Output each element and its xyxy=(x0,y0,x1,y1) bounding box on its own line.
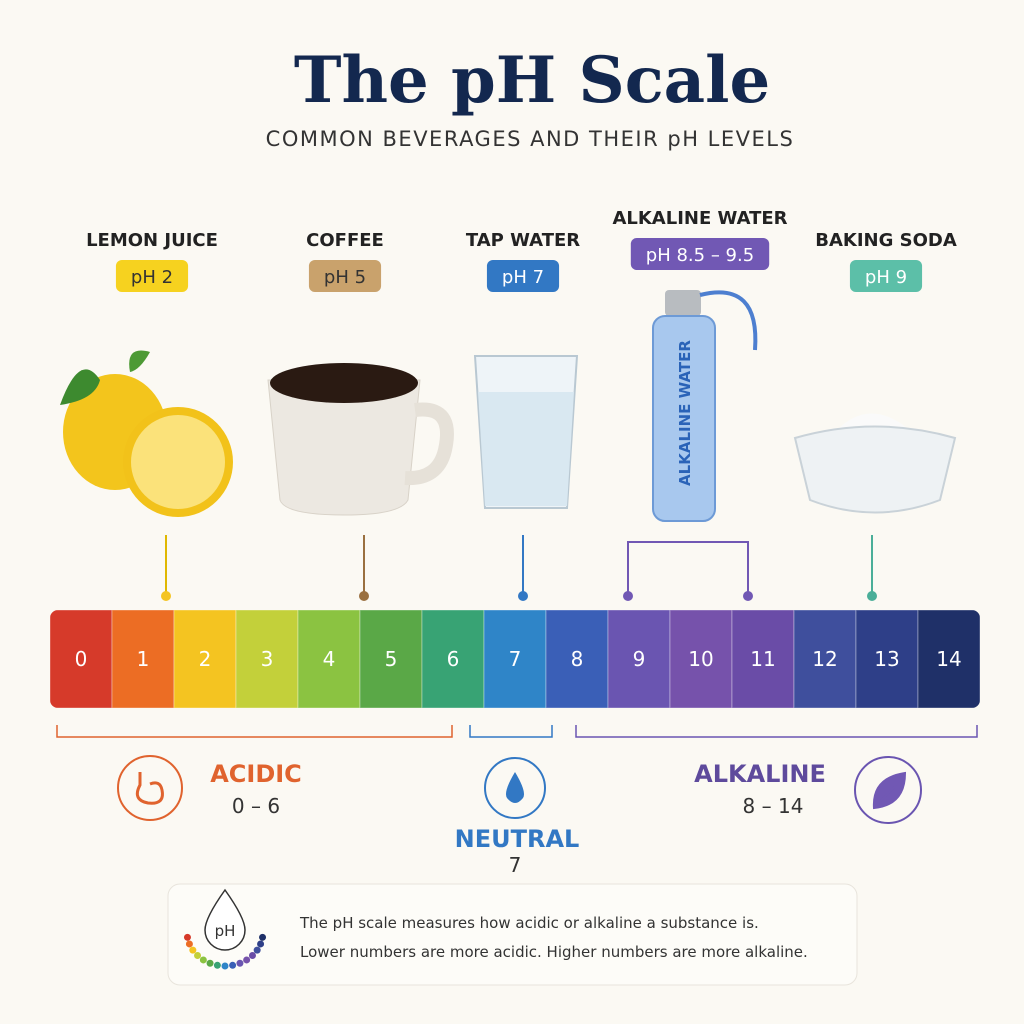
note-dot xyxy=(213,961,221,969)
ph-drop-icon xyxy=(204,888,246,951)
note-dot xyxy=(243,956,251,964)
note-dot xyxy=(236,959,244,967)
group-range: 8 – 14 xyxy=(743,794,804,818)
scale-label: 1 xyxy=(137,647,150,671)
note-dot xyxy=(257,940,265,948)
lemon-image xyxy=(60,350,233,517)
scale-cell xyxy=(855,610,919,708)
scale-cell xyxy=(421,610,485,708)
scale-label: 9 xyxy=(633,647,646,671)
coffee-image xyxy=(267,363,454,516)
scale-label: 10 xyxy=(688,647,713,671)
item-badge-label: pH 5 xyxy=(324,267,366,288)
bottle-image: ALKALINE WATER xyxy=(652,290,758,522)
scale-cell xyxy=(173,610,237,708)
ph-scale xyxy=(50,610,980,708)
item-badge xyxy=(630,238,770,270)
item-badge xyxy=(308,260,382,292)
scale-label: 6 xyxy=(447,647,460,671)
note-dot xyxy=(185,940,193,948)
item-name: TAP WATER xyxy=(466,230,580,251)
group-range: 0 – 6 xyxy=(232,794,280,818)
note-dot xyxy=(183,933,191,941)
note-box xyxy=(167,883,858,986)
note-dot xyxy=(189,946,197,954)
scale-cell xyxy=(607,610,671,708)
item-badge-label: pH 9 xyxy=(865,267,907,288)
range-brackets xyxy=(56,725,978,738)
scale-label: 0 xyxy=(75,647,88,671)
scale-cell xyxy=(359,610,423,708)
scale-cell xyxy=(111,610,175,708)
note-dot xyxy=(221,962,229,970)
note-icon-label: pH xyxy=(215,922,236,940)
scale-label: 11 xyxy=(750,647,775,671)
water-glass-image xyxy=(473,355,579,509)
scale-label: 4 xyxy=(323,647,336,671)
item-badge xyxy=(849,260,923,292)
subtitle: COMMON BEVERAGES AND THEIR pH LEVELS xyxy=(266,127,795,151)
item-name: COFFEE xyxy=(306,230,384,251)
baking-soda-image xyxy=(793,413,957,514)
scale-label: 7 xyxy=(509,647,522,671)
scale-label: 5 xyxy=(385,647,398,671)
note-dot xyxy=(229,961,237,969)
note-dot xyxy=(206,959,214,967)
note-dot xyxy=(199,956,207,964)
scale-cell xyxy=(669,610,733,708)
item-badge xyxy=(115,260,189,292)
scale-cell xyxy=(793,610,857,708)
note-line: Lower numbers are more acidic. Higher nu… xyxy=(300,943,808,961)
group-name: NEUTRAL xyxy=(455,825,580,853)
item-name: ALKALINE WATER xyxy=(612,208,787,229)
note-dot xyxy=(253,946,261,954)
note-dot xyxy=(259,933,267,941)
group-range: 7 xyxy=(509,853,522,877)
note-dot xyxy=(194,951,202,959)
scale-label: 13 xyxy=(874,647,899,671)
item-name: BAKING SODA xyxy=(815,230,957,251)
svg-text:ALKALINE WATER: ALKALINE WATER xyxy=(676,340,694,486)
scale-cell xyxy=(50,610,113,708)
item-badge-label: pH 2 xyxy=(131,267,173,288)
group-name: ACIDIC xyxy=(210,760,302,788)
item-badge xyxy=(486,260,560,292)
note-line: The pH scale measures how acidic or alka… xyxy=(299,914,759,932)
item-badge-label: pH 7 xyxy=(502,267,544,288)
group-icons xyxy=(117,755,922,824)
scale-cell xyxy=(917,610,980,708)
group-name: ALKALINE xyxy=(694,760,826,788)
scale-cell xyxy=(545,610,609,708)
connectors xyxy=(161,535,877,601)
scale-label: 14 xyxy=(936,647,961,671)
scale-label: 12 xyxy=(812,647,837,671)
scale-label: 3 xyxy=(261,647,274,671)
scale-label: 8 xyxy=(571,647,584,671)
note-dot xyxy=(248,951,256,959)
item-badge-label: pH 8.5 – 9.5 xyxy=(646,245,754,266)
scale-label: 2 xyxy=(199,647,212,671)
item-name: LEMON JUICE xyxy=(86,230,218,251)
note-dots xyxy=(183,933,267,970)
title: The pH Scale xyxy=(294,43,770,118)
